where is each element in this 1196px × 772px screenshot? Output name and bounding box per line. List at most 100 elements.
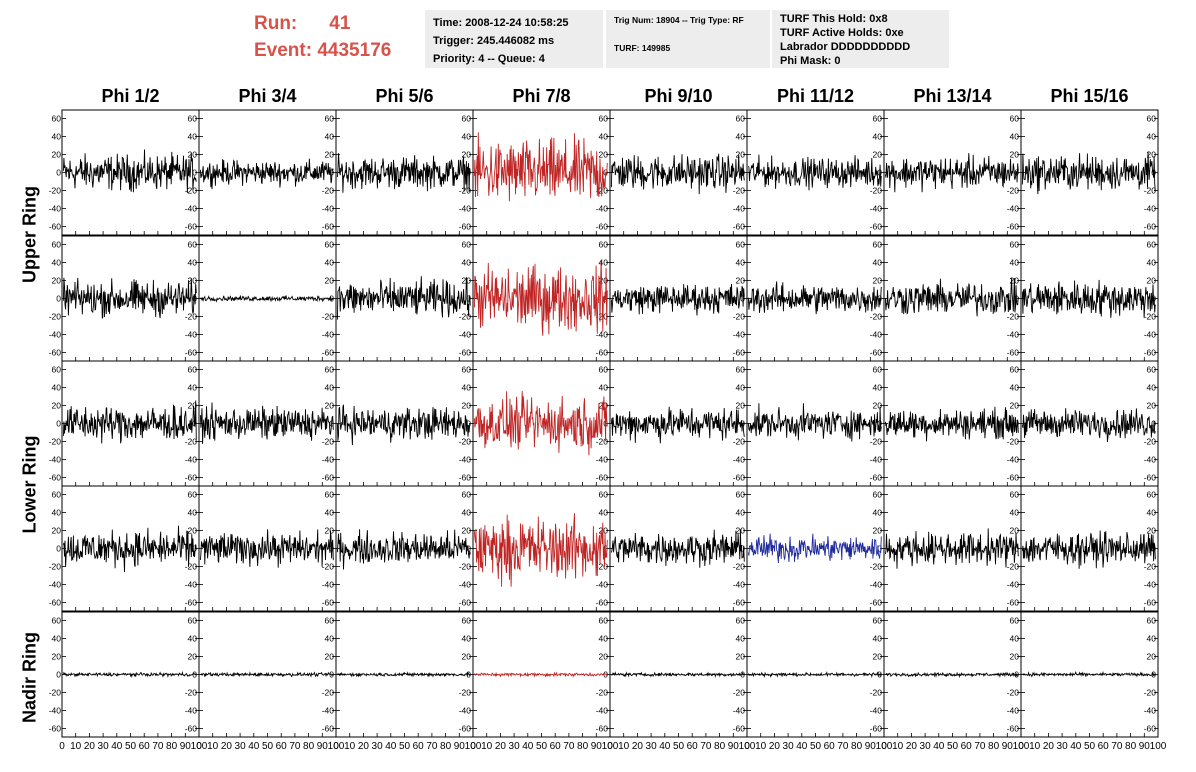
y-tick-label: 60 (1147, 490, 1157, 500)
y-tick-label: 60 (52, 490, 62, 500)
y-tick-label: -40 (185, 706, 198, 716)
y-tick-label: 20 (736, 401, 746, 411)
waveform-trace (1021, 408, 1156, 442)
x-tick-label: 80 (440, 741, 452, 752)
x-tick-label: 70 (289, 741, 301, 752)
y-tick-label: -20 (1144, 688, 1157, 698)
y-tick-label: 20 (325, 652, 335, 662)
waveform-trace (336, 276, 471, 320)
y-tick-label: -60 (1007, 222, 1020, 232)
x-tick-label: 40 (659, 741, 671, 752)
y-tick-label: -40 (322, 330, 335, 340)
y-tick-label: 20 (188, 401, 198, 411)
x-tick-label: 100 (465, 741, 482, 752)
y-tick-label: 40 (325, 258, 335, 268)
y-tick-label: -40 (459, 455, 472, 465)
waveform-trace (199, 529, 334, 568)
waveform-trace (610, 406, 745, 444)
y-tick-label: -40 (49, 330, 62, 340)
y-tick-label: 20 (873, 652, 883, 662)
y-tick-label: -20 (733, 688, 746, 698)
x-tick-label: 20 (495, 741, 507, 752)
y-tick-label: -20 (596, 688, 609, 698)
y-tick-label: -40 (870, 330, 883, 340)
x-tick-label: 100 (1013, 741, 1030, 752)
x-tick-label: 30 (372, 741, 384, 752)
y-tick-label: -20 (1144, 186, 1157, 196)
y-tick-label: 60 (1010, 240, 1020, 250)
x-tick-label: 50 (1084, 741, 1096, 752)
y-tick-label: -20 (322, 437, 335, 447)
y-tick-label: 40 (52, 258, 62, 268)
y-tick-label: -40 (185, 455, 198, 465)
y-tick-label: -60 (49, 222, 62, 232)
y-tick-label: 60 (52, 365, 62, 375)
cell-frame (472, 109, 611, 236)
y-tick-label: 40 (1010, 258, 1020, 268)
y-tick-label: 40 (1147, 258, 1157, 268)
y-tick-label: -60 (322, 598, 335, 608)
y-tick-label: -20 (49, 562, 62, 572)
x-tick-label: 10 (755, 741, 767, 752)
y-tick-label: 40 (1010, 383, 1020, 393)
waveform-trace (336, 153, 471, 193)
y-tick-label: 60 (52, 616, 62, 626)
y-tick-label: 20 (873, 276, 883, 286)
y-tick-label: 0 (466, 544, 471, 554)
x-tick-label: 100 (328, 741, 345, 752)
y-tick-label: 60 (325, 490, 335, 500)
y-tick-label: 60 (325, 616, 335, 626)
x-tick-label: 80 (303, 741, 315, 752)
col-header-phi-5-6: Phi 5/6 (375, 86, 434, 106)
y-tick-label: 0 (466, 419, 471, 429)
x-tick-label: 100 (739, 741, 756, 752)
y-tick-label: -60 (322, 724, 335, 734)
y-tick-label: 40 (52, 132, 62, 142)
y-tick-label: 20 (52, 276, 62, 286)
waveform-trace (473, 259, 608, 336)
y-tick-label: 20 (52, 150, 62, 160)
x-tick-label: 60 (687, 741, 699, 752)
y-tick-label: -20 (185, 437, 198, 447)
x-tick-label: 100 (1150, 741, 1167, 752)
x-tick-label: 70 (152, 741, 164, 752)
x-tick-label: 30 (783, 741, 795, 752)
y-tick-label: -40 (596, 706, 609, 716)
waveform-trace (748, 154, 882, 191)
y-tick-label: -20 (185, 312, 198, 322)
y-tick-label: 40 (462, 383, 472, 393)
labrador-text: Labrador DDDDDDDDDD (780, 41, 911, 53)
y-tick-label: 20 (1010, 652, 1020, 662)
y-tick-label: 40 (325, 383, 335, 393)
x-tick-label: 50 (262, 741, 274, 752)
y-tick-label: 40 (599, 383, 609, 393)
y-tick-label: 40 (873, 634, 883, 644)
turf-text: TURF: 149985 (614, 43, 671, 53)
x-tick-label: 40 (385, 741, 397, 752)
y-tick-label: 0 (56, 670, 61, 680)
y-tick-label: -20 (870, 688, 883, 698)
y-tick-label: -60 (596, 473, 609, 483)
x-tick-label: 0 (1018, 741, 1024, 752)
y-tick-label: 20 (599, 150, 609, 160)
waveform-trace (747, 281, 882, 315)
y-tick-label: -20 (1007, 312, 1020, 322)
y-tick-label: -20 (49, 312, 62, 322)
y-tick-label: 40 (52, 508, 62, 518)
y-tick-label: 40 (873, 258, 883, 268)
x-tick-label: 20 (769, 741, 781, 752)
col-header-phi-13-14: Phi 13/14 (913, 86, 992, 106)
y-tick-label: 40 (1010, 508, 1020, 518)
x-tick-label: 40 (111, 741, 123, 752)
y-tick-label: -20 (459, 186, 472, 196)
